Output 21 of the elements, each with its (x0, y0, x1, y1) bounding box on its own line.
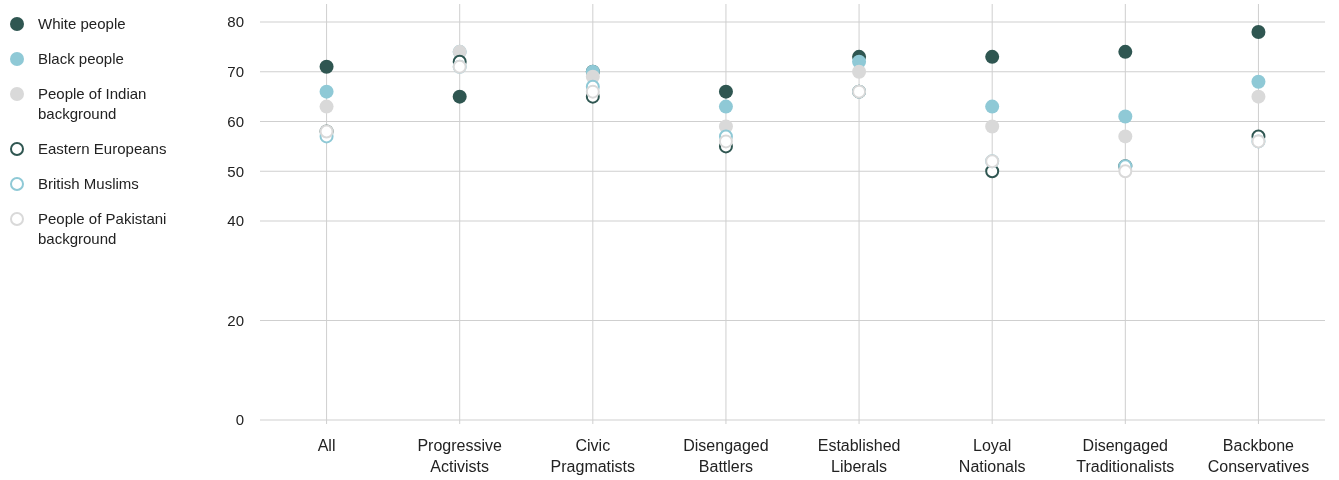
x-tick-label: Backbone Conservatives (1207, 437, 1310, 475)
x-tick-label: Disengaged Battlers (683, 437, 769, 475)
x-tick-label: All (317, 437, 336, 454)
legend-label: British Muslims (38, 175, 139, 192)
y-tick-label: 70 (227, 63, 244, 80)
x-tick-label: Established Liberals (817, 437, 901, 475)
y-tick-label: 0 (235, 411, 244, 429)
y-tick-label: 20 (227, 311, 244, 329)
legend-label: People of Pakistani background (38, 210, 167, 247)
y-tick-label: 60 (227, 112, 244, 130)
y-tick-label: 80 (227, 13, 244, 31)
x-tick-label: Loyal Nationals (958, 437, 1026, 475)
legend-label: People of Indian background (38, 85, 147, 122)
legend-label: Black people (38, 50, 124, 67)
x-tick-label: Disengaged Traditionalists (1076, 437, 1175, 475)
legend-label: White people (38, 15, 126, 32)
x-tick-label: Civic Pragmatists (550, 437, 636, 475)
y-tick-label: 50 (227, 162, 244, 180)
y-tick-label: 40 (227, 212, 244, 230)
x-tick-label: Progressive Activists (417, 437, 503, 475)
legend-label: Eastern Europeans (38, 140, 167, 157)
